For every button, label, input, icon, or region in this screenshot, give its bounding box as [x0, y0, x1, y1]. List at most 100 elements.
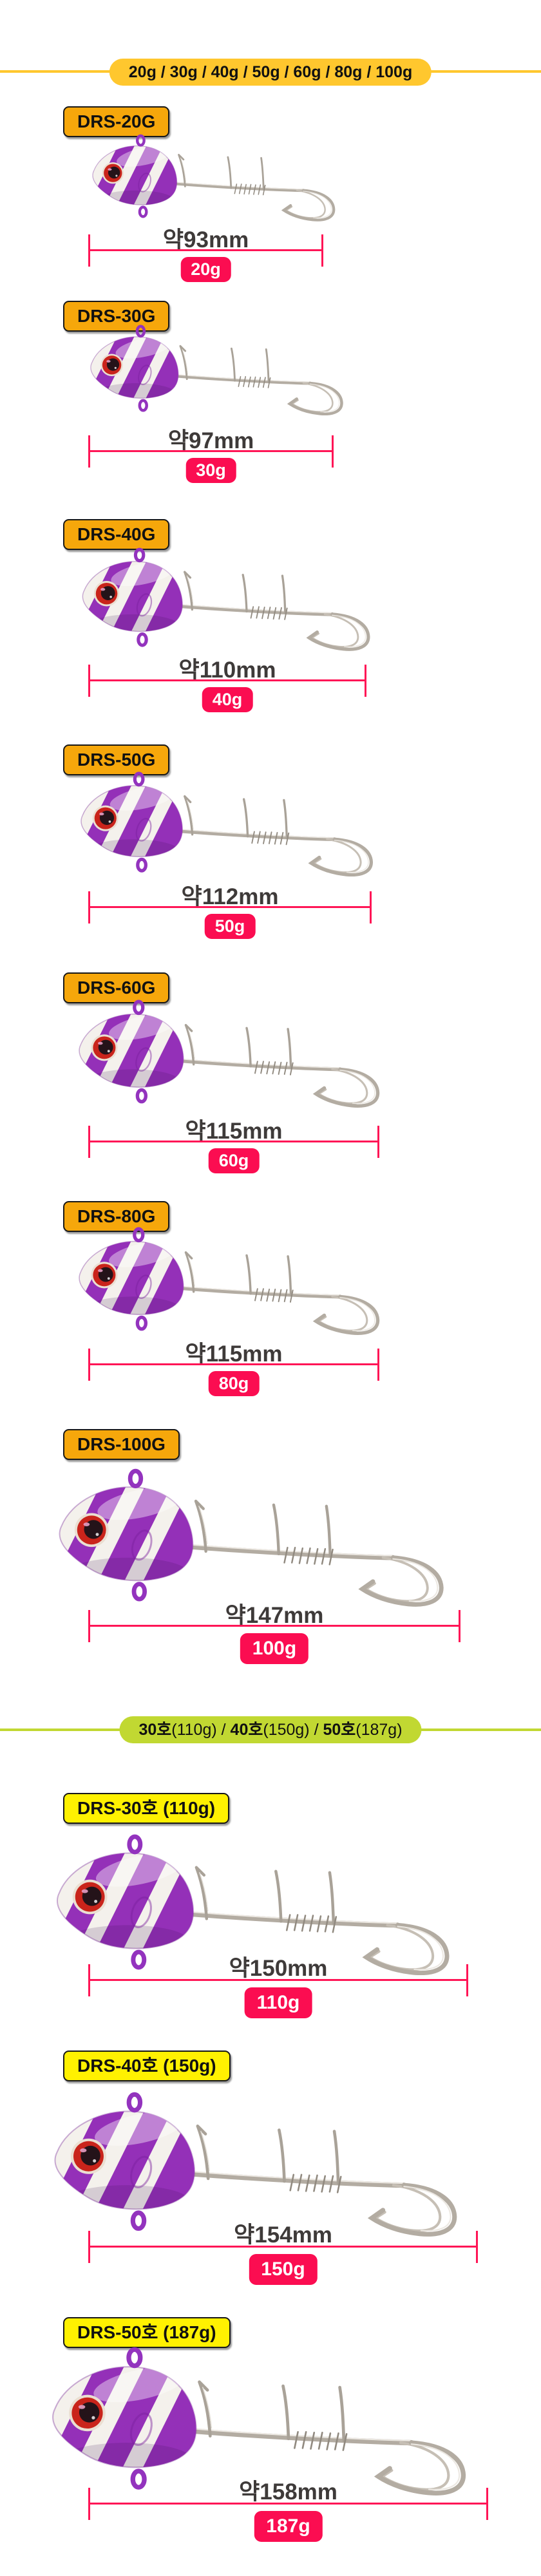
jig-head-photo: [52, 2347, 466, 2496]
dimension-line: [88, 1964, 468, 1996]
jig-head-body: [92, 134, 178, 218]
dimension-rule: [88, 2246, 478, 2248]
jig-product-image: [71, 772, 377, 876]
dimension-rule: [88, 1625, 460, 1627]
jig-eye: [92, 805, 119, 831]
jig-eye: [91, 1034, 118, 1061]
wire-wrap: [289, 2174, 342, 2193]
divider-text-segment: (110g): [171, 1721, 217, 1739]
divider-text-segment: /: [216, 1721, 231, 1739]
weight-badge: 30g: [185, 458, 236, 483]
jig-head-photo: [82, 547, 370, 651]
weight-badge: 50g: [204, 914, 256, 939]
top-line-eyelet: [135, 325, 146, 338]
weight-badge: 110g: [244, 1987, 312, 2018]
bottom-hook-eyelet: [131, 1582, 147, 1602]
hook-hardware: [171, 153, 336, 222]
weight-badge: 40g: [202, 687, 253, 712]
wire-wrap: [254, 1288, 294, 1303]
dimension-tick-right: [459, 1610, 460, 1642]
dimension-tick-right: [370, 891, 372, 923]
jig-head-body: [90, 325, 179, 412]
jig-product-image: [69, 1227, 383, 1335]
jig-head-body: [57, 1834, 195, 1970]
product-name-badge: DRS-30G: [63, 301, 170, 332]
bottom-hook-eyelet: [138, 399, 148, 412]
dimension-line: [88, 891, 372, 923]
length-label: 약115mm: [185, 1341, 283, 1367]
hook-hardware: [175, 795, 374, 876]
dimension-rule: [88, 2503, 488, 2505]
weight-badge: 80g: [208, 1371, 260, 1396]
wire-wrap: [285, 1914, 337, 1933]
jig-eye: [70, 2138, 107, 2174]
jig-eye: [74, 1513, 109, 1548]
length-label: 약158mm: [239, 2479, 337, 2505]
divider-text-segment: 40호: [230, 1721, 263, 1739]
dimension-tick-left: [88, 435, 90, 468]
jig-product-image: [73, 547, 374, 651]
jig-product-image: [44, 1834, 454, 1975]
jig-head-body: [59, 1468, 194, 1602]
top-line-eyelet: [127, 1834, 143, 1855]
hook-hardware: [183, 1499, 444, 1607]
wire-wrap: [250, 606, 288, 620]
dimension-rule: [88, 249, 323, 251]
jig-eye: [91, 1262, 118, 1289]
wire-wrap: [294, 2430, 348, 2451]
dimension-tick-left: [88, 1349, 90, 1381]
jig-head-photo: [92, 134, 336, 222]
dimension-rule: [88, 679, 366, 681]
dimension-tick-left: [88, 2488, 90, 2520]
length-label: 약110mm: [178, 658, 276, 683]
wire-wrap: [254, 1061, 294, 1075]
dimension-line: [88, 665, 366, 697]
product-name-badge: DRS-60G: [63, 972, 170, 1003]
jig-head-body: [52, 2347, 197, 2490]
product-name-badge: DRS-50G: [63, 744, 170, 775]
wire-wrap: [251, 831, 290, 846]
wire-wrap: [283, 1546, 334, 1566]
length-label: 약150mm: [229, 1956, 328, 1981]
jig-head-photo: [57, 1834, 450, 1975]
jig-eye: [102, 162, 124, 184]
jig-eye: [69, 2394, 106, 2432]
product-name-badge: DRS-80G: [63, 1201, 170, 1232]
dimension-tick-right: [321, 234, 323, 267]
dimension-tick-right: [377, 1349, 379, 1381]
jig-product-image: [46, 1468, 448, 1607]
dimension-tick-left: [88, 234, 90, 267]
dimension-line: [88, 435, 334, 468]
bottom-hook-eyelet: [130, 2210, 147, 2231]
product-name-badge: DRS-40G: [63, 519, 170, 550]
product-name-badge: DRS-40호 (150g): [63, 2050, 231, 2081]
bottom-hook-eyelet: [130, 2468, 147, 2490]
bottom-hook-eyelet: [131, 1949, 147, 1970]
dimension-tick-left: [88, 2231, 90, 2263]
jig-head-photo: [79, 1227, 380, 1335]
bottom-hook-eyelet: [136, 857, 147, 873]
jig-head-photo: [90, 325, 343, 415]
divider-text-segment: (187g): [356, 1721, 403, 1739]
jig-head-body: [54, 2092, 195, 2231]
dimension-tick-left: [88, 1964, 90, 1996]
jig-product-image: [41, 2092, 462, 2237]
weight-badge: 100g: [240, 1633, 309, 1664]
dimension-tick-right: [377, 1126, 379, 1158]
dimension-rule: [88, 1141, 379, 1142]
top-line-eyelet: [128, 1468, 144, 1488]
weight-range-pill: 20g / 30g / 40g / 50g / 60g / 80g / 100g: [109, 59, 432, 86]
divider-text-segment: 50호: [323, 1721, 356, 1739]
length-label: 약97mm: [167, 428, 254, 453]
hook-hardware: [176, 1251, 380, 1335]
top-line-eyelet: [136, 134, 146, 147]
hook-hardware: [175, 571, 370, 651]
top-line-eyelet: [133, 1227, 145, 1243]
top-line-eyelet: [133, 547, 146, 563]
weight-badge: 60g: [208, 1148, 260, 1173]
jig-product-image: [82, 325, 346, 415]
dimension-tick-left: [88, 1126, 90, 1158]
top-line-eyelet: [126, 2092, 143, 2113]
dimension-line: [88, 1610, 460, 1642]
